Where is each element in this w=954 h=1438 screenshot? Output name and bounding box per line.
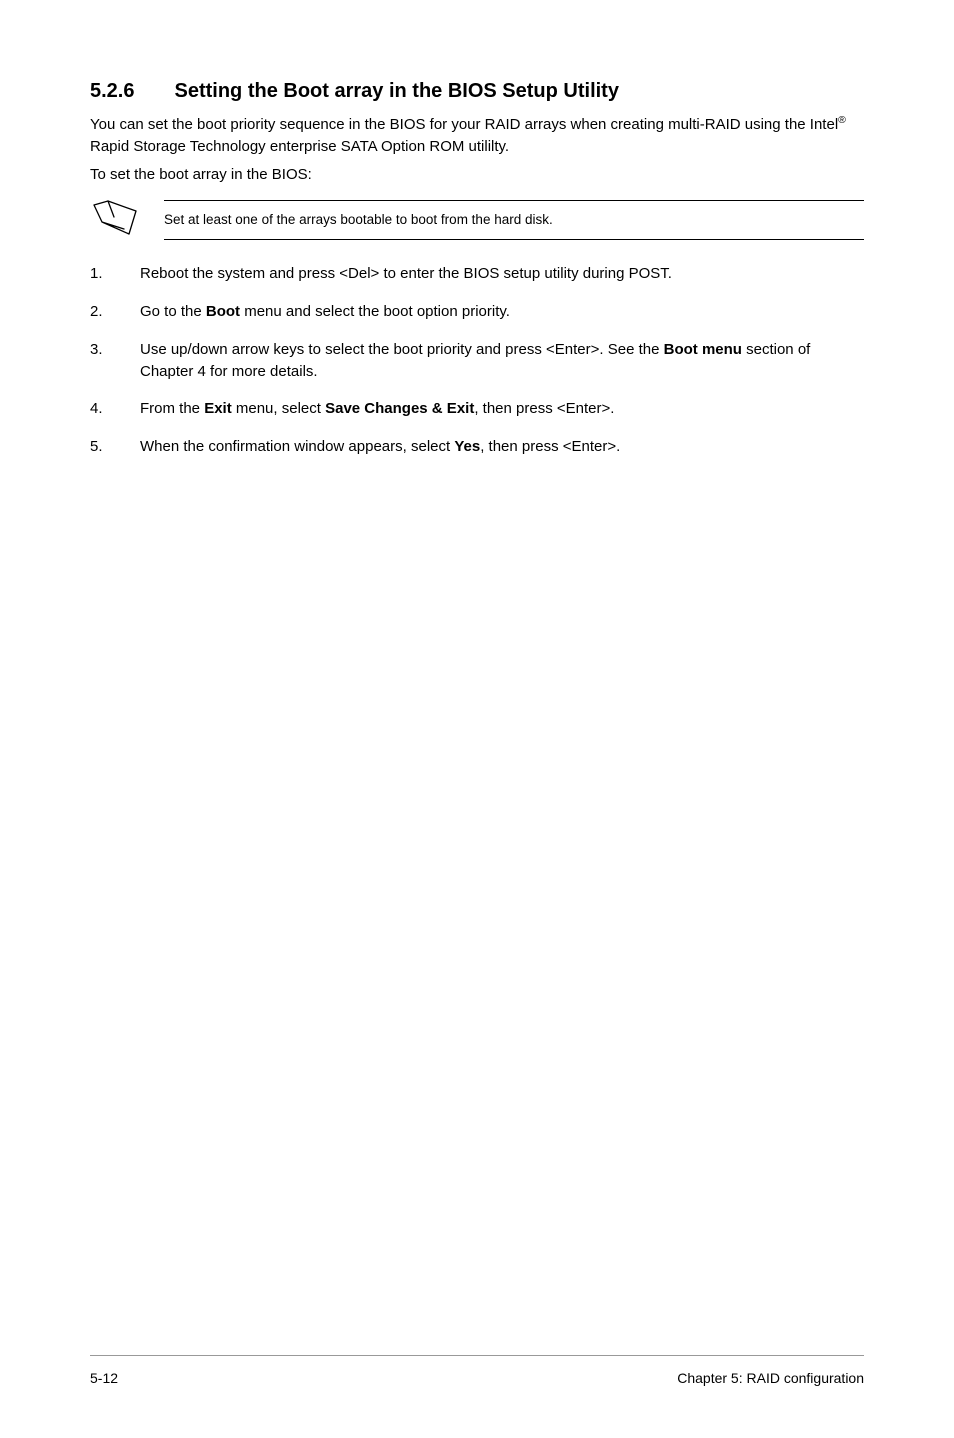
- list-item: 2. Go to the Boot menu and select the bo…: [90, 301, 864, 323]
- step-text: Use up/down arrow keys to select the boo…: [140, 339, 864, 383]
- intro-paragraph-1: You can set the boot priority sequence i…: [90, 113, 864, 158]
- step-number: 1.: [90, 263, 110, 285]
- note-text-container: Set at least one of the arrays bootable …: [164, 200, 864, 240]
- page-number: 5-12: [90, 1370, 118, 1386]
- step-number: 3.: [90, 339, 110, 383]
- step-number: 4.: [90, 398, 110, 420]
- step-number: 5.: [90, 436, 110, 458]
- note-block: Set at least one of the arrays bootable …: [90, 199, 864, 241]
- list-item: 3. Use up/down arrow keys to select the …: [90, 339, 864, 383]
- intro-p1-pre: You can set the boot priority sequence i…: [90, 116, 838, 133]
- intro-p1-post: Rapid Storage Technology enterprise SATA…: [90, 138, 509, 155]
- step-number: 2.: [90, 301, 110, 323]
- list-item: 4. From the Exit menu, select Save Chang…: [90, 398, 864, 420]
- heading-title: Setting the Boot array in the BIOS Setup…: [174, 80, 618, 103]
- step-text: When the confirmation window appears, se…: [140, 436, 864, 458]
- note-text: Set at least one of the arrays bootable …: [164, 212, 553, 227]
- list-item: 1. Reboot the system and press <Del> to …: [90, 263, 864, 285]
- step-text: Reboot the system and press <Del> to ent…: [140, 263, 864, 285]
- step-text: Go to the Boot menu and select the boot …: [140, 301, 864, 323]
- chapter-title: Chapter 5: RAID configuration: [677, 1370, 864, 1386]
- list-item: 5. When the confirmation window appears,…: [90, 436, 864, 458]
- registered-symbol: ®: [838, 114, 846, 126]
- note-icon: [90, 199, 142, 241]
- page-footer: 5-12 Chapter 5: RAID configuration: [90, 1355, 864, 1386]
- intro-paragraph-2: To set the boot array in the BIOS:: [90, 164, 864, 186]
- steps-list: 1. Reboot the system and press <Del> to …: [90, 263, 864, 458]
- heading-number: 5.2.6: [90, 80, 134, 103]
- step-text: From the Exit menu, select Save Changes …: [140, 398, 864, 420]
- section-heading: 5.2.6 Setting the Boot array in the BIOS…: [90, 80, 864, 103]
